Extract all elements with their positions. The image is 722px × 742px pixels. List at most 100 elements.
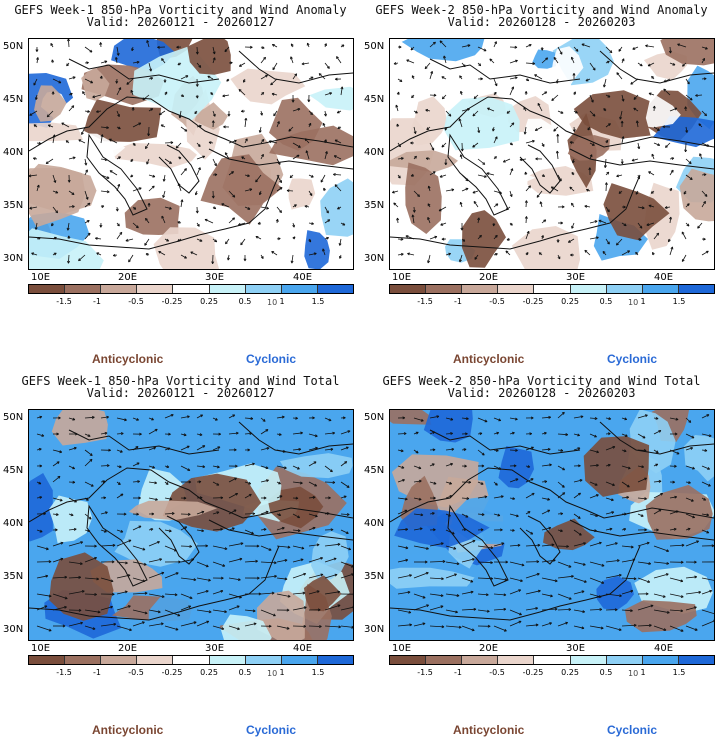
wind-vector <box>164 497 173 501</box>
anticyclonic-label: Anticyclonic <box>92 352 164 366</box>
wind-vector-head <box>120 432 124 436</box>
wind-vector-head <box>298 447 302 451</box>
wind-vector-shaft <box>557 545 569 547</box>
wind-vector <box>477 464 485 468</box>
wind-vector <box>461 62 466 68</box>
wind-vector-head <box>648 561 652 565</box>
wind-vector-shaft <box>509 449 518 451</box>
wind-vector-shaft <box>637 577 650 583</box>
wind-vector <box>701 619 714 627</box>
wind-vector <box>270 78 278 86</box>
wind-vector <box>633 107 639 112</box>
wind-vector-head <box>440 594 444 597</box>
colorbar-tick: 0.5 <box>599 297 613 306</box>
wind-vector <box>164 141 174 145</box>
wind-vector <box>224 46 230 53</box>
wind-vector-head <box>263 56 266 60</box>
wind-vector-shaft <box>663 78 671 83</box>
wind-vector <box>685 513 696 519</box>
wind-vector <box>701 513 710 517</box>
wind-vector-head <box>511 86 514 90</box>
wind-vector <box>441 76 447 80</box>
wind-vector-head <box>556 239 560 243</box>
coastline <box>86 133 148 216</box>
wind-vector-head <box>193 578 197 582</box>
wind-vector-head <box>54 528 58 532</box>
wind-vector-head <box>278 432 282 436</box>
wind-vector-shaft <box>605 46 613 53</box>
wind-vector-shaft <box>308 544 320 547</box>
wind-vector-head <box>268 624 272 628</box>
wind-vector-head <box>67 235 71 239</box>
wind-vector-shaft <box>477 174 487 178</box>
wind-vector-head <box>404 509 408 513</box>
wind-vector <box>52 449 63 454</box>
wind-vector-head <box>106 190 110 194</box>
wind-vector-shaft <box>340 446 349 451</box>
lon-label: 40E <box>654 643 674 654</box>
wind-vector <box>47 124 54 128</box>
wind-vector <box>337 206 342 210</box>
wind-vector-head <box>261 138 265 142</box>
wind-vector <box>260 92 265 96</box>
wind-vector-head <box>279 180 282 184</box>
wind-vector-head <box>326 66 330 69</box>
wind-vector-head <box>256 544 260 548</box>
wind-vector-head <box>236 605 240 609</box>
wind-vector <box>653 573 669 579</box>
wind-vector-head <box>402 479 405 482</box>
wind-vector-head <box>188 605 192 609</box>
wind-vector <box>276 625 290 630</box>
wind-vector-shaft <box>443 55 447 64</box>
wind-vector <box>176 45 182 49</box>
wind-vector <box>308 481 318 487</box>
wind-vector <box>292 481 303 485</box>
wind-vector <box>180 75 189 80</box>
lat-label: 45N <box>364 465 385 476</box>
panel-week2-total: GEFS Week-2 850-hPa Vorticity and Wind T… <box>361 371 722 742</box>
wind-vector-head <box>346 512 350 516</box>
wind-vector-head <box>202 465 206 469</box>
wind-vector-head <box>147 133 151 137</box>
wind-vector <box>255 174 262 183</box>
coastline <box>519 144 561 194</box>
wind-vector-shaft <box>445 448 454 451</box>
wind-vector <box>392 190 399 194</box>
wind-vector-head <box>635 120 639 124</box>
colorbar-tick: 0.5 <box>238 297 252 306</box>
wind-vector <box>261 496 267 500</box>
wind-vector-shaft <box>557 481 565 488</box>
colorbar-tick: 1 <box>279 297 285 306</box>
wind-vector-head <box>198 480 202 484</box>
wind-vector-head <box>698 590 702 594</box>
vorticity-region <box>498 446 534 489</box>
wind-vector-head <box>680 594 684 598</box>
wind-vector-head <box>569 141 573 145</box>
wind-vector <box>244 462 255 467</box>
wind-vector-head <box>612 445 616 449</box>
wind-vector-shaft <box>324 92 332 96</box>
wind-vector <box>685 433 695 439</box>
wind-vector <box>541 142 545 147</box>
wind-vector-head <box>80 541 84 544</box>
vorticity-region <box>603 183 670 241</box>
vorticity-wind-field <box>29 39 353 269</box>
wind-vector <box>669 560 684 564</box>
wind-vector-shaft <box>196 46 198 55</box>
wind-vector-shaft <box>109 170 118 176</box>
vorticity-region <box>81 67 110 101</box>
wind-vector-head <box>198 167 201 171</box>
wind-vector <box>340 592 353 596</box>
wind-vector <box>180 445 190 451</box>
wind-vector-head <box>71 205 75 209</box>
wind-vector-head <box>639 225 643 229</box>
wind-vector-head <box>257 221 261 225</box>
wind-vector-head <box>87 434 91 437</box>
wind-vector <box>207 75 214 80</box>
colorbar-tick: -0.5 <box>489 297 505 306</box>
wind-vector <box>196 577 211 582</box>
wind-vector-head <box>112 253 116 257</box>
wind-vector-head <box>220 576 224 580</box>
wind-vector <box>324 604 341 611</box>
wind-vector-head <box>630 609 633 613</box>
